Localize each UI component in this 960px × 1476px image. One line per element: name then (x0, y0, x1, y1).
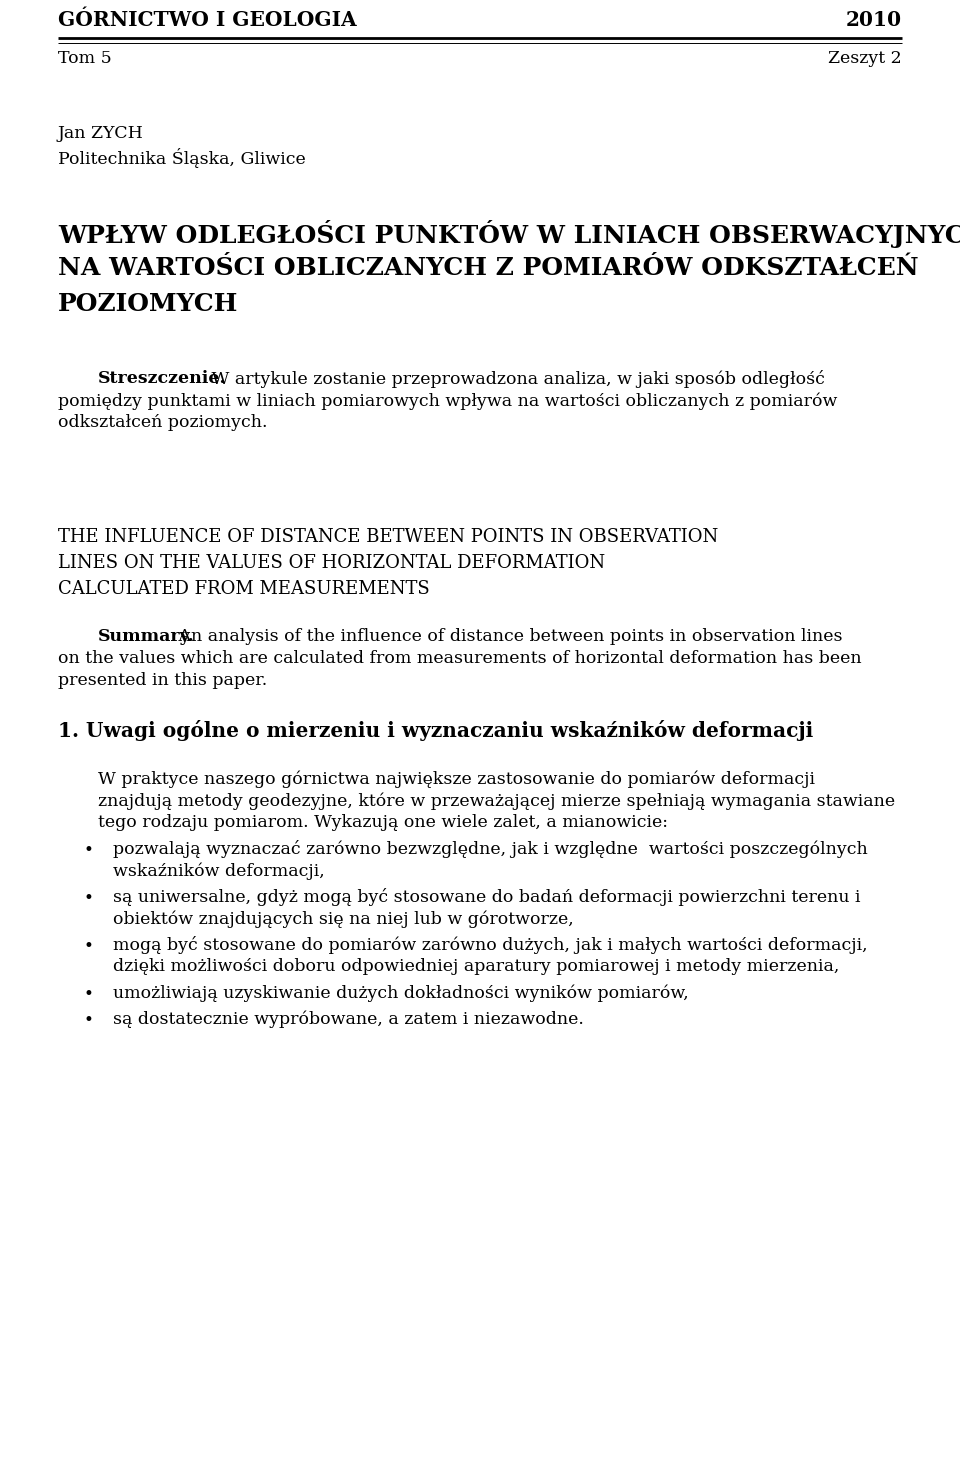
Text: dzięki możliwości doboru odpowiedniej aparatury pomiarowej i metody mierzenia,: dzięki możliwości doboru odpowiedniej ap… (113, 958, 839, 976)
Text: Streszczenie.: Streszczenie. (98, 370, 227, 387)
Text: 2010: 2010 (846, 10, 902, 30)
Text: presented in this paper.: presented in this paper. (58, 672, 267, 689)
Text: 1. Uwagi ogólne o mierzeniu i wyznaczaniu wskaźników deformacji: 1. Uwagi ogólne o mierzeniu i wyznaczani… (58, 720, 813, 741)
Text: •: • (83, 986, 93, 1004)
Text: pozwalają wyznaczać zarówno bezwzględne, jak i względne  wartości poszczególnych: pozwalają wyznaczać zarówno bezwzględne,… (113, 840, 868, 858)
Text: odkształceń poziomych.: odkształceń poziomych. (58, 413, 268, 431)
Text: znajdują metody geodezyjne, które w przeważającej mierze spełniają wymagania sta: znajdują metody geodezyjne, które w prze… (98, 793, 895, 809)
Text: Tom 5: Tom 5 (58, 50, 111, 66)
Text: tego rodzaju pomiarom. Wykazują one wiele zalet, a mianowicie:: tego rodzaju pomiarom. Wykazują one wiel… (98, 813, 668, 831)
Text: NA WARTOŚCI OBLICZANYCH Z POMIARÓW ODKSZTAŁCEŃ: NA WARTOŚCI OBLICZANYCH Z POMIARÓW ODKSZ… (58, 255, 919, 280)
Text: An analysis of the influence of distance between points in observation lines: An analysis of the influence of distance… (173, 627, 843, 645)
Text: on the values which are calculated from measurements of horizontal deformation h: on the values which are calculated from … (58, 649, 862, 667)
Text: Politechnika Śląska, Gliwice: Politechnika Śląska, Gliwice (58, 148, 305, 168)
Text: THE INFLUENCE OF DISTANCE BETWEEN POINTS IN OBSERVATION: THE INFLUENCE OF DISTANCE BETWEEN POINTS… (58, 528, 718, 546)
Text: obiektów znajdujących się na niej lub w górotworze,: obiektów znajdujących się na niej lub w … (113, 911, 574, 927)
Text: Jan ZYCH: Jan ZYCH (58, 125, 144, 142)
Text: POZIOMYCH: POZIOMYCH (58, 292, 238, 316)
Text: GÓRNICTWO I GEOLOGIA: GÓRNICTWO I GEOLOGIA (58, 10, 356, 30)
Text: •: • (83, 1013, 93, 1029)
Text: •: • (83, 939, 93, 955)
Text: •: • (83, 890, 93, 906)
Text: CALCULATED FROM MEASUREMENTS: CALCULATED FROM MEASUREMENTS (58, 580, 430, 598)
Text: Zeszyt 2: Zeszyt 2 (828, 50, 902, 66)
Text: mogą być stosowane do pomiarów zarówno dużych, jak i małych wartości deformacji,: mogą być stosowane do pomiarów zarówno d… (113, 936, 868, 953)
Text: •: • (83, 841, 93, 859)
Text: są uniwersalne, gdyż mogą być stosowane do badań deformacji powierzchni terenu i: są uniwersalne, gdyż mogą być stosowane … (113, 889, 860, 906)
Text: WPŁYW ODLEGŁOŚCI PUNKTÓW W LINIACH OBSERWACYJNYCH: WPŁYW ODLEGŁOŚCI PUNKTÓW W LINIACH OBSER… (58, 220, 960, 248)
Text: Summary.: Summary. (98, 627, 195, 645)
Text: umożliwiają uzyskiwanie dużych dokładności wyników pomiarów,: umożliwiają uzyskiwanie dużych dokładnoś… (113, 984, 688, 1002)
Text: są dostatecznie wypróbowane, a zatem i niezawodne.: są dostatecznie wypróbowane, a zatem i n… (113, 1010, 584, 1027)
Text: W praktyce naszego górnictwa największe zastosowanie do pomiarów deformacji: W praktyce naszego górnictwa największe … (98, 770, 815, 788)
Text: wskaźników deformacji,: wskaźników deformacji, (113, 862, 324, 880)
Text: W artykule zostanie przeprowadzona analiza, w jaki sposób odległość: W artykule zostanie przeprowadzona anali… (206, 370, 825, 388)
Text: pomiędzy punktami w liniach pomiarowych wpływa na wartości obliczanych z pomiaró: pomiędzy punktami w liniach pomiarowych … (58, 393, 837, 409)
Text: LINES ON THE VALUES OF HORIZONTAL DEFORMATION: LINES ON THE VALUES OF HORIZONTAL DEFORM… (58, 554, 605, 573)
